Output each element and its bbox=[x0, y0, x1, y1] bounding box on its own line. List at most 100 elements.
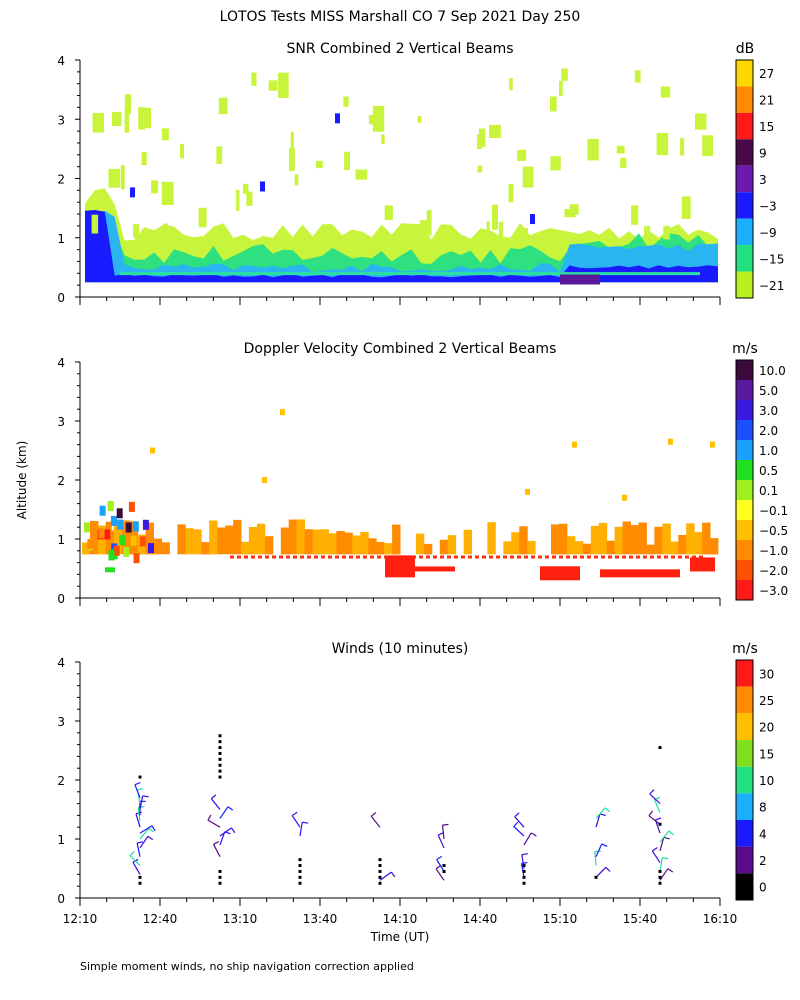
velocity-cell bbox=[368, 538, 377, 555]
colorbar-label: −15 bbox=[759, 252, 784, 266]
colorbar-label: −1.0 bbox=[759, 544, 788, 558]
snr-patch bbox=[246, 191, 253, 206]
velocity-cell bbox=[614, 526, 623, 555]
colorbar-swatch bbox=[736, 112, 753, 140]
colorbar-label: −0.5 bbox=[759, 524, 788, 538]
wind-barb-flag bbox=[530, 832, 537, 837]
velocity-cell bbox=[519, 526, 528, 555]
no-data-marker bbox=[138, 875, 142, 879]
colorbar-swatch bbox=[736, 380, 753, 400]
y-tick-label: 1 bbox=[57, 533, 65, 547]
snr-patch bbox=[92, 112, 104, 133]
colorbar-label: 15 bbox=[759, 747, 774, 761]
velocity-dash bbox=[461, 555, 465, 559]
velocity-cell bbox=[153, 538, 162, 555]
wind-barb bbox=[139, 835, 149, 849]
colorbar-swatch bbox=[736, 139, 753, 166]
velocity-cell bbox=[376, 541, 385, 555]
velocity-patch bbox=[280, 409, 285, 416]
velocity-dash bbox=[237, 555, 241, 559]
figure-title: LOTOS Tests MISS Marshall CO 7 Sep 2021 … bbox=[220, 9, 581, 25]
velocity-dash bbox=[524, 555, 528, 559]
velocity-dash bbox=[510, 555, 514, 559]
velocity-dash bbox=[622, 555, 626, 559]
snr-patch bbox=[530, 214, 535, 225]
snr-patch bbox=[522, 166, 534, 188]
velocity-dash bbox=[251, 555, 255, 559]
colorbar-label: 0.1 bbox=[759, 484, 778, 498]
velocity-cell bbox=[113, 545, 120, 556]
velocity-dash bbox=[468, 555, 472, 559]
velocity-dash bbox=[342, 555, 346, 559]
snr-patch bbox=[644, 226, 651, 242]
wind-barb-flag bbox=[649, 789, 655, 795]
velocity-dash bbox=[678, 555, 682, 559]
snr-patch bbox=[138, 107, 145, 130]
velocity-dash bbox=[356, 555, 360, 559]
velocity-dash bbox=[349, 555, 353, 559]
velocity-cell bbox=[121, 520, 131, 555]
wind-barb-flag bbox=[514, 812, 520, 818]
velocity-cell bbox=[551, 524, 560, 555]
colorbar-label: 5.0 bbox=[759, 384, 778, 398]
velocity-dash bbox=[454, 555, 458, 559]
wind-barb bbox=[299, 822, 303, 837]
snr-patch bbox=[268, 80, 278, 91]
snr-patch bbox=[151, 180, 159, 194]
snr-patch bbox=[381, 134, 385, 145]
velocity-dash bbox=[531, 555, 535, 559]
no-data-marker bbox=[658, 881, 662, 885]
wind-barb-flag bbox=[147, 835, 154, 841]
wind-barb-flag bbox=[436, 855, 443, 861]
snr-patch bbox=[278, 72, 289, 98]
velocity-cell bbox=[336, 531, 345, 555]
velocity-cell bbox=[248, 527, 258, 555]
velocity-cell bbox=[678, 535, 687, 555]
wind-barb-flag bbox=[663, 836, 670, 840]
velocity-dash bbox=[328, 555, 332, 559]
no-data-marker bbox=[658, 822, 662, 826]
wind-barb bbox=[436, 859, 445, 872]
x-tick-label: 16:10 bbox=[703, 912, 738, 926]
velocity-dash bbox=[608, 555, 612, 559]
snr-units: dB bbox=[736, 41, 755, 57]
velocity-cell bbox=[567, 536, 576, 555]
velocity-dash bbox=[482, 555, 486, 559]
no-data-marker bbox=[218, 775, 222, 779]
wind-barb-flag bbox=[604, 807, 611, 813]
velocity-dash bbox=[363, 555, 367, 559]
snr-patch bbox=[478, 128, 486, 147]
x-tick-label: 13:10 bbox=[223, 912, 258, 926]
wind-barb-flag bbox=[138, 806, 145, 808]
colorbar-label: 0 bbox=[759, 881, 767, 895]
colorbar-label: 2.0 bbox=[759, 424, 778, 438]
wind-barb bbox=[514, 816, 525, 828]
velocity-patch bbox=[622, 494, 627, 501]
snr-patch bbox=[290, 131, 294, 149]
snr-patch bbox=[634, 70, 641, 83]
wind-barb-flag bbox=[230, 827, 236, 834]
snr-patch bbox=[141, 107, 151, 129]
velocity-cell bbox=[654, 526, 663, 555]
velocity-cell bbox=[107, 501, 114, 511]
velocity-cell bbox=[87, 539, 94, 549]
wind-barb-flag bbox=[521, 861, 528, 865]
wind-barb bbox=[659, 837, 665, 851]
velocity-cell bbox=[110, 515, 117, 526]
snr-patch bbox=[631, 205, 639, 225]
velocity-cell bbox=[304, 529, 313, 555]
velocity-cell bbox=[630, 525, 639, 555]
velocity-cell bbox=[710, 538, 719, 555]
wind-barb-flag bbox=[134, 781, 141, 786]
velocity-cell bbox=[113, 519, 123, 555]
wind-barb-flag bbox=[151, 825, 156, 832]
wind-barb bbox=[132, 861, 141, 875]
winds-units: m/s bbox=[732, 641, 758, 657]
velocity-patch bbox=[105, 567, 115, 573]
velocity-cell bbox=[132, 521, 139, 532]
velocity-cell bbox=[344, 532, 353, 555]
wind-barb bbox=[137, 807, 141, 822]
no-data-marker bbox=[378, 858, 382, 862]
velocity-cell bbox=[185, 528, 194, 555]
